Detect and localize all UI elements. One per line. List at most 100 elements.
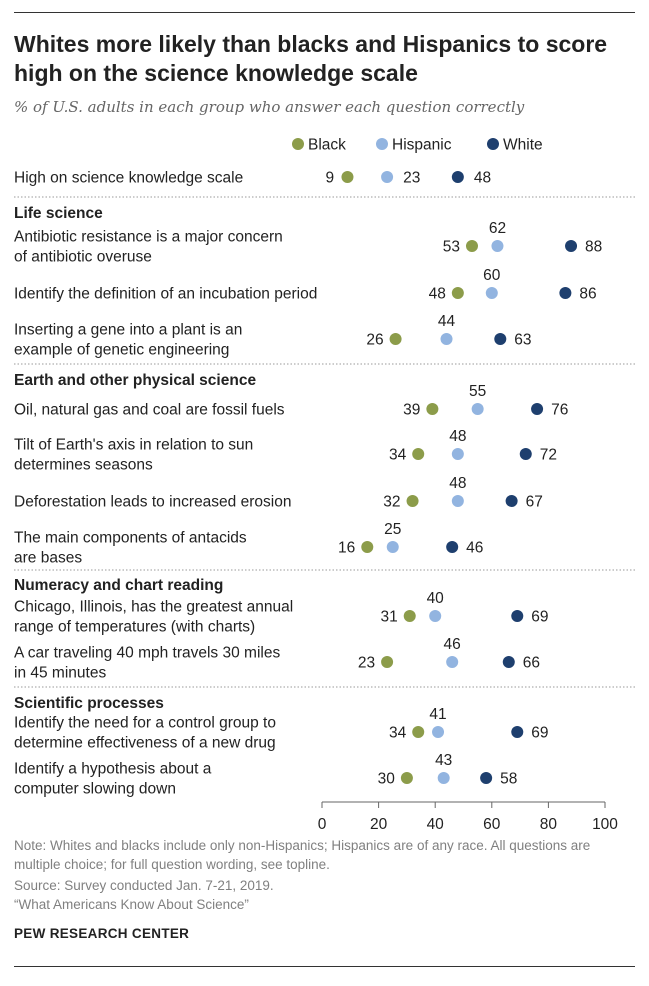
bottom-rule	[14, 966, 635, 967]
dot-black	[451, 287, 464, 299]
x-tick-label: 0	[318, 816, 327, 833]
note-text: Note: Whites and blacks include only non…	[14, 838, 591, 872]
row-label: Inserting a gene into a plant is an	[14, 322, 242, 339]
value-label-black: 26	[366, 332, 383, 349]
dot-hispanic	[451, 448, 464, 460]
row-label: Chicago, Illinois, has the greatest annu…	[14, 599, 293, 616]
dot-black	[412, 448, 425, 460]
row-label: determines seasons	[14, 457, 153, 474]
dot-hispanic	[446, 656, 459, 668]
dot-hispanic	[432, 726, 445, 738]
row-label: A car traveling 40 mph travels 30 miles	[14, 645, 280, 662]
row-label: are bases	[14, 550, 82, 567]
value-label-hispanic: 48	[449, 428, 466, 445]
x-tick-label: 20	[370, 816, 388, 833]
dot-hispanic	[451, 495, 464, 507]
value-label-hispanic: 62	[489, 220, 506, 237]
value-label-hispanic: 48	[449, 475, 466, 492]
value-label-hispanic: 60	[483, 267, 501, 284]
row-label: Deforestation leads to increased erosion	[14, 494, 291, 511]
dot-white	[505, 495, 518, 507]
value-label-black: 34	[389, 725, 407, 742]
dot-white	[531, 403, 544, 415]
value-label-white: 66	[523, 655, 540, 672]
legend-label-white: White	[503, 137, 543, 154]
group-header: Earth and other physical science	[14, 372, 256, 389]
value-label-white: 72	[540, 447, 557, 464]
row-label: computer slowing down	[14, 781, 176, 798]
value-label-white: 46	[466, 540, 483, 557]
dot-white	[519, 448, 532, 460]
value-label-hispanic: 25	[384, 521, 401, 538]
x-tick-label: 100	[592, 816, 618, 833]
row-label: High on science knowledge scale	[14, 170, 243, 187]
source-text: Source: Survey conducted Jan. 7-21, 2019…	[14, 878, 274, 893]
value-label-hispanic: 44	[438, 313, 456, 330]
report-title-text: “What Americans Know About Science”	[14, 897, 249, 912]
dot-white	[480, 772, 493, 784]
legend-marker-black	[292, 138, 304, 150]
dot-black	[403, 610, 416, 622]
dot-hispanic	[491, 240, 504, 252]
dot-white	[502, 656, 515, 668]
value-label-white: 76	[551, 402, 568, 419]
row-label: Oil, natural gas and coal are fossil fue…	[14, 402, 285, 419]
legend-marker-hispanic	[376, 138, 388, 150]
value-label-white: 48	[474, 170, 491, 187]
x-tick-label: 80	[540, 816, 558, 833]
value-label-black: 31	[380, 609, 397, 626]
group-header: Scientific processes	[14, 695, 164, 712]
value-label-black: 30	[378, 771, 396, 788]
dot-black	[465, 240, 478, 252]
dot-hispanic	[485, 287, 498, 299]
value-label-white: 67	[526, 494, 543, 511]
dot-white	[451, 171, 464, 183]
value-label-black: 53	[443, 239, 460, 256]
dot-black	[381, 656, 394, 668]
dot-white	[559, 287, 572, 299]
row-label: in 45 minutes	[14, 665, 106, 682]
value-label-white: 88	[585, 239, 602, 256]
value-label-black: 39	[403, 402, 420, 419]
dot-hispanic	[440, 333, 453, 345]
dot-hispanic	[386, 541, 399, 553]
value-label-hispanic: 41	[429, 706, 446, 723]
x-tick-label: 60	[483, 816, 501, 833]
chart-title: Whites more likely than blacks and Hispa…	[14, 31, 608, 86]
row-label: determine effectiveness of a new drug	[14, 735, 276, 752]
chart-subtitle: % of U.S. adults in each group who answe…	[14, 98, 525, 116]
row-label: Identify the definition of an incubation…	[14, 286, 317, 303]
row-label: Identify the need for a control group to	[14, 715, 276, 732]
dot-hispanic	[437, 772, 450, 784]
legend-label-black: Black	[308, 137, 346, 154]
value-label-hispanic: 40	[427, 590, 445, 607]
dot-plot-chart: Black Hispanic White High on science knowle…	[14, 137, 635, 833]
dot-black	[361, 541, 374, 553]
dot-black	[400, 772, 413, 784]
value-label-hispanic: 46	[444, 636, 461, 653]
dot-black	[341, 171, 354, 183]
dot-white	[446, 541, 459, 553]
value-label-hispanic: 55	[469, 383, 486, 400]
row-label: Tilt of Earth's axis in relation to sun	[14, 437, 253, 454]
value-label-white: 69	[531, 725, 548, 742]
x-tick-label: 40	[427, 816, 445, 833]
value-label-hispanic: 43	[435, 752, 452, 769]
dot-black	[389, 333, 402, 345]
row-label: range of temperatures (with charts)	[14, 619, 255, 636]
value-label-white: 58	[500, 771, 517, 788]
value-label-black: 48	[429, 286, 446, 303]
value-label-black: 32	[383, 494, 400, 511]
group-header: Life science	[14, 205, 103, 222]
group-header: Numeracy and chart reading	[14, 577, 223, 594]
value-label-white: 69	[531, 609, 548, 626]
dot-white	[511, 610, 524, 622]
value-label-black: 23	[358, 655, 375, 672]
value-label-black: 16	[338, 540, 355, 557]
dot-black	[406, 495, 419, 507]
row-label: of antibiotic overuse	[14, 249, 152, 266]
dot-hispanic	[471, 403, 484, 415]
value-label-hispanic: 23	[403, 170, 420, 187]
legend-marker-white	[487, 138, 499, 150]
dot-black	[426, 403, 439, 415]
